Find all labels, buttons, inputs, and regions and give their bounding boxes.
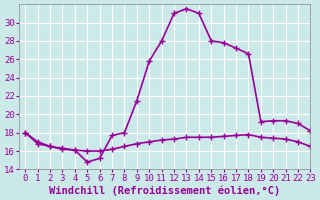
X-axis label: Windchill (Refroidissement éolien,°C): Windchill (Refroidissement éolien,°C) [49, 185, 280, 196]
